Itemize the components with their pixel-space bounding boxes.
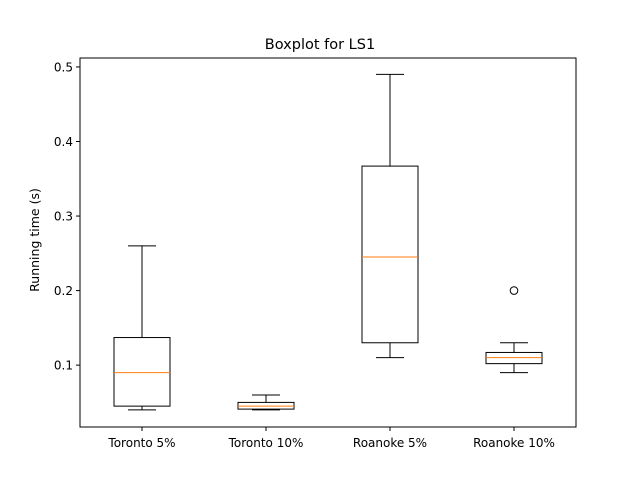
x-tick-label: Roanoke 10% — [473, 436, 555, 450]
plot-area: 0.1 0.2 0.3 0.4 0.5 Toronto 5% Toronto 10% Roan… — [54, 57, 577, 450]
box — [361, 165, 419, 344]
box — [113, 337, 171, 407]
y-axis-label: Running time (s) — [27, 188, 42, 292]
y-tick-label: 0.4 — [54, 135, 73, 149]
plot-frame — [79, 57, 577, 428]
chart-title: Boxplot for LS1 — [265, 37, 375, 53]
x-tick-label: Toronto 10% — [228, 436, 304, 450]
y-tick-label: 0.5 — [54, 60, 73, 74]
y-tick-label: 0.2 — [54, 284, 73, 298]
x-tick-label: Roanoke 5% — [353, 436, 427, 450]
outlier-point — [509, 286, 519, 295]
x-tick-label: Toronto 5% — [107, 436, 175, 450]
y-tick-label: 0.3 — [54, 210, 73, 224]
y-tick-label: 0.1 — [54, 359, 73, 373]
